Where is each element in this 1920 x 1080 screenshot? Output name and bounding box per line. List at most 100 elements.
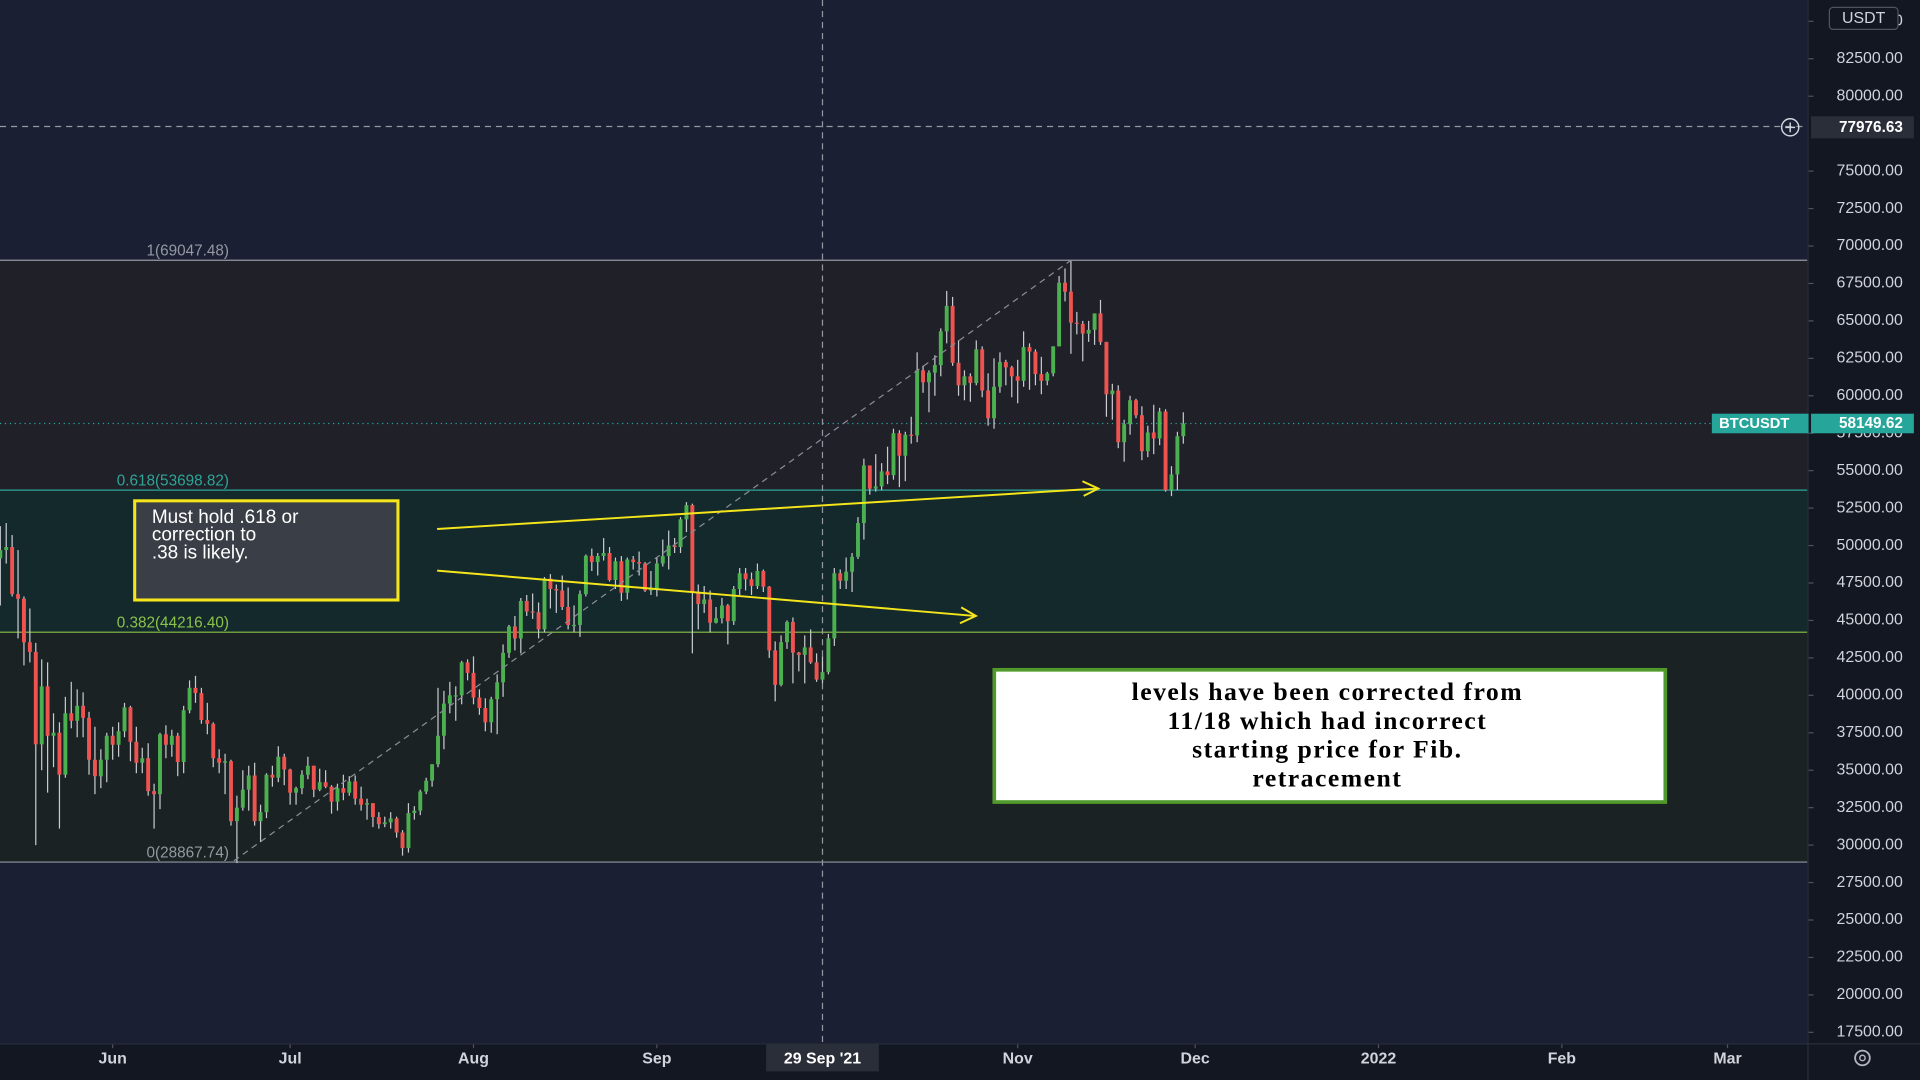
candle bbox=[808, 629, 813, 664]
candle bbox=[359, 786, 364, 811]
candle bbox=[1057, 275, 1062, 347]
note-text: retracement bbox=[1252, 764, 1402, 793]
note-text: 11/18 which had incorrect bbox=[1167, 706, 1487, 735]
candle bbox=[725, 603, 730, 645]
candle bbox=[1033, 349, 1038, 386]
candle bbox=[424, 777, 429, 795]
candle-body bbox=[838, 573, 843, 581]
y-tick-label: 32500.00 bbox=[1837, 799, 1903, 816]
candle-body bbox=[1051, 346, 1056, 374]
candle bbox=[217, 749, 222, 774]
candle bbox=[152, 783, 157, 829]
candle-body bbox=[477, 697, 482, 709]
candle bbox=[619, 556, 624, 601]
candle bbox=[1003, 359, 1008, 386]
candle bbox=[270, 765, 275, 787]
candle bbox=[820, 656, 825, 684]
candle-body bbox=[10, 547, 15, 595]
candle-body bbox=[140, 758, 145, 763]
y-tick-label: 80000.00 bbox=[1837, 87, 1903, 104]
candle bbox=[572, 605, 577, 633]
candle bbox=[199, 687, 204, 724]
candle bbox=[1009, 365, 1014, 398]
symbol-label: BTCUSDT bbox=[1719, 416, 1789, 432]
candle bbox=[288, 768, 293, 805]
candle-body bbox=[329, 786, 334, 802]
add-alert-icon[interactable] bbox=[1780, 118, 1800, 137]
candle-body bbox=[660, 556, 665, 564]
candle bbox=[158, 732, 162, 810]
crosshair-price-label: 77976.63 bbox=[1839, 119, 1903, 136]
candle bbox=[258, 804, 263, 843]
candle-body bbox=[98, 759, 103, 777]
candle bbox=[512, 615, 517, 651]
candle-body bbox=[714, 618, 718, 623]
candle bbox=[1134, 398, 1138, 419]
candle-body bbox=[163, 734, 168, 745]
candle-body bbox=[1080, 323, 1085, 334]
candle bbox=[400, 830, 405, 856]
candle bbox=[300, 770, 304, 795]
x-tick-label: Dec bbox=[1181, 1050, 1210, 1067]
candle bbox=[394, 816, 399, 838]
candle-body bbox=[1134, 400, 1138, 416]
candle bbox=[16, 550, 21, 639]
candle bbox=[441, 690, 446, 750]
candle bbox=[583, 554, 588, 597]
candle-body bbox=[980, 349, 985, 391]
candle bbox=[264, 773, 269, 819]
candle-body bbox=[637, 562, 642, 564]
candle-body bbox=[589, 555, 594, 563]
candle-body bbox=[861, 465, 866, 524]
candle bbox=[0, 526, 3, 606]
candle-body bbox=[779, 642, 784, 685]
candle-body bbox=[63, 713, 68, 775]
candle bbox=[915, 352, 920, 443]
candle bbox=[660, 539, 665, 567]
candle-body bbox=[962, 376, 967, 386]
candle bbox=[589, 548, 594, 572]
candle bbox=[187, 680, 192, 714]
candle bbox=[21, 596, 26, 666]
y-tick-label: 67500.00 bbox=[1837, 275, 1903, 292]
candle bbox=[986, 373, 991, 426]
candle bbox=[731, 585, 736, 625]
candle-body bbox=[974, 349, 979, 384]
candle bbox=[755, 563, 760, 589]
candle bbox=[63, 696, 68, 778]
candle bbox=[637, 551, 642, 576]
settings-icon[interactable] bbox=[1854, 1049, 1871, 1067]
candle bbox=[252, 762, 257, 826]
candle bbox=[903, 431, 908, 482]
candle-body bbox=[524, 600, 529, 612]
candle bbox=[1098, 299, 1103, 345]
candle-body bbox=[152, 791, 157, 795]
candle-body bbox=[856, 523, 860, 557]
candle bbox=[879, 463, 884, 491]
candle-body bbox=[270, 774, 275, 778]
candle bbox=[1063, 268, 1067, 302]
currency-badge[interactable] bbox=[1828, 6, 1899, 30]
candle bbox=[146, 743, 151, 796]
candle bbox=[867, 465, 872, 495]
candle bbox=[838, 569, 843, 589]
candle bbox=[796, 651, 801, 672]
candle-body bbox=[217, 758, 222, 763]
candle-body bbox=[400, 832, 405, 849]
candle-body bbox=[27, 642, 32, 652]
candle-body bbox=[1027, 347, 1032, 352]
candle-body bbox=[365, 803, 369, 805]
candle bbox=[844, 557, 849, 589]
candle-body bbox=[116, 731, 121, 745]
y-tick-label: 37500.00 bbox=[1837, 724, 1903, 741]
candle-body bbox=[820, 672, 825, 680]
candle bbox=[814, 653, 819, 682]
candle-body bbox=[104, 735, 109, 760]
candle-body bbox=[879, 471, 884, 487]
candle bbox=[412, 806, 417, 820]
candle-body bbox=[613, 561, 618, 581]
candle-body bbox=[1128, 400, 1133, 425]
candle-body bbox=[725, 605, 730, 622]
candle bbox=[305, 756, 310, 780]
